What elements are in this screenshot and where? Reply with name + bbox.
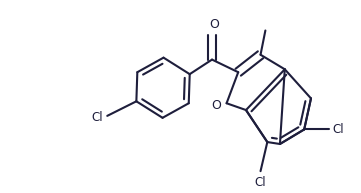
Text: Cl: Cl: [92, 111, 103, 124]
Text: Cl: Cl: [332, 123, 344, 136]
Text: Cl: Cl: [255, 176, 266, 189]
Text: O: O: [209, 19, 219, 31]
Text: O: O: [211, 99, 221, 112]
